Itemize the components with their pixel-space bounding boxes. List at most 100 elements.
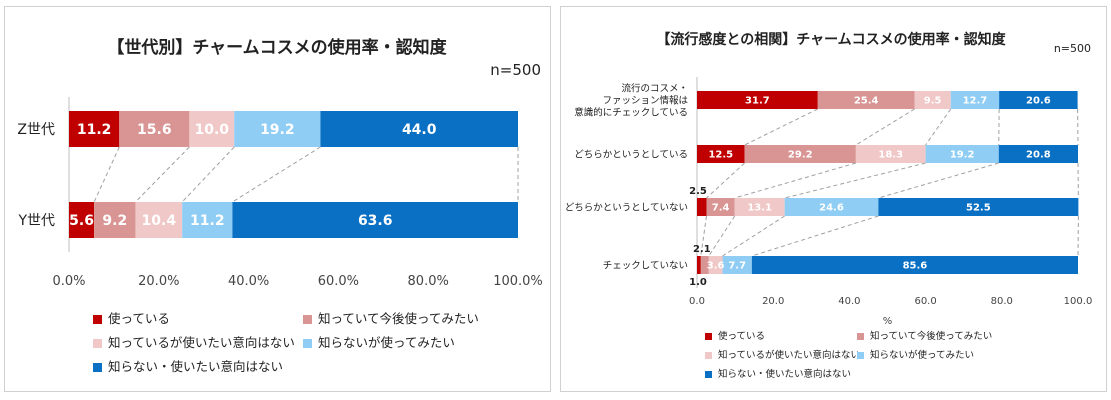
legend-swatch [93, 315, 102, 324]
data-label: 20.6 [1026, 96, 1051, 107]
x-tick-label: 100.0% [493, 274, 543, 289]
bar-segment-4-cat-2 [878, 198, 1079, 216]
category-label: どちらかというとしていない [565, 202, 688, 213]
bar-segment-1-cat-0 [817, 91, 915, 109]
bar-segment-0-cat-0 [69, 111, 120, 147]
bar-segment-2-cat-1 [855, 145, 926, 163]
x-tick-label: 0.0 [689, 296, 705, 307]
legend-label: 知っているが使いたい意向はない [108, 335, 295, 350]
legend-label: 使っている [718, 330, 765, 342]
x-tick-label: 60.0 [914, 296, 936, 307]
data-label: 1.0 [689, 277, 707, 288]
x-tick-label: 80.0% [408, 274, 449, 289]
legend-label: 知らない・使いたい意向はない [108, 359, 283, 374]
x-tick-label: 100.0 [1064, 296, 1093, 307]
x-tick-label: 60.0% [318, 274, 359, 289]
data-label: 11.2 [190, 213, 225, 229]
connector-line [722, 215, 785, 257]
bar-segment-3-cat-0 [234, 111, 321, 147]
x-tick-label: 40.0% [228, 274, 269, 289]
data-label: 19.2 [260, 122, 295, 138]
legend-swatch [705, 333, 712, 340]
connector-line [855, 108, 915, 146]
bar-segment-4-cat-1 [232, 202, 518, 238]
connector-line [181, 146, 235, 203]
data-label: 29.2 [788, 150, 813, 161]
bar-segment-2-cat-0 [189, 111, 235, 147]
data-label: 12.5 [708, 150, 733, 161]
bar-segment-1-cat-1 [744, 145, 856, 163]
data-label: 9.2 [102, 213, 127, 229]
legend-label: 知らない・使いたい意向はない [718, 368, 851, 380]
bar-segment-1-cat-3 [700, 256, 709, 274]
x-axis-label: % [883, 316, 893, 327]
connector-line [925, 108, 952, 146]
legend-swatch [93, 363, 102, 372]
bar-segment-0-cat-0 [697, 91, 818, 109]
legend-label: 知っていて今後使ってみたい [318, 311, 479, 326]
data-label: 15.6 [137, 122, 172, 138]
legend-swatch [857, 352, 864, 359]
legend-label: 知らないが使ってみたい [870, 349, 974, 361]
connector-line [878, 162, 999, 199]
bar-segment-0-cat-2 [697, 198, 707, 216]
bar-segment-4-cat-0 [320, 111, 518, 147]
data-label: 13.1 [747, 203, 772, 214]
bar-segment-2-cat-0 [914, 91, 951, 109]
bar-segment-3-cat-1 [925, 145, 999, 163]
connector-line [744, 108, 818, 146]
bar-segment-0-cat-3 [697, 256, 701, 274]
data-label: 3.6 [707, 261, 725, 272]
legend-swatch [857, 333, 864, 340]
chart-generation-svg: 【世代別】チャームコスメの使用率・認知度 n=500 Z世代 Y世代 11.2 15.6 1… [17, 37, 543, 374]
bar-segment-1-cat-1 [94, 202, 136, 238]
x-tick-label: 80.0 [991, 296, 1013, 307]
connector-line [93, 146, 120, 203]
data-label: 2.1 [693, 244, 711, 255]
connector-line [751, 215, 879, 257]
connector-line [708, 215, 736, 257]
chart-panel-generation: 【世代別】チャームコスメの使用率・認知度 n=500 Z世代 Y世代 11.2 15.6 1… [4, 6, 551, 392]
data-label: 2.5 [689, 186, 707, 197]
connector-line [706, 162, 745, 199]
data-label: 44.0 [402, 122, 437, 138]
bar-segment-4-cat-0 [999, 91, 1078, 109]
chart-trend-svg: 【流行感度との相関】チャームコスメの使用率・認知度 n=500 流行のコスメ・ファッ… [565, 31, 1093, 380]
data-label: 31.7 [745, 96, 770, 107]
data-label: 52.5 [966, 203, 991, 214]
category-label: どちらかというとしている [574, 149, 688, 160]
legend-label: 知っていて今後使ってみたい [870, 330, 992, 342]
connector-line [135, 146, 190, 203]
legend-swatch [303, 339, 312, 348]
data-label: 10.4 [142, 213, 177, 229]
bar-segment-3-cat-3 [722, 256, 752, 274]
category-label: 意識的にチェックしている [574, 106, 688, 118]
legend-swatch [303, 315, 312, 324]
data-label: 85.6 [903, 261, 928, 272]
bar-segment-1-cat-0 [119, 111, 190, 147]
chart-title: 【流行感度との相関】チャームコスメの使用率・認知度 [656, 31, 1006, 48]
category-label: ファッション情報は [602, 94, 688, 106]
data-label: 63.6 [358, 213, 393, 229]
data-label: 18.3 [878, 150, 903, 161]
legend-swatch [705, 352, 712, 359]
data-label: 24.6 [819, 203, 844, 214]
sample-size-note: n=500 [490, 61, 541, 79]
bar-segment-0-cat-1 [69, 202, 95, 238]
connector-line [232, 146, 321, 203]
bar-segment-2-cat-2 [734, 198, 785, 216]
chart-panel-trend: 【流行感度との相関】チャームコスメの使用率・認知度 n=500 流行のコスメ・ ファッ… [560, 6, 1107, 392]
bar-segment-0-cat-1 [697, 145, 745, 163]
x-tick-label: 20.0 [762, 296, 784, 307]
data-label: 25.4 [854, 96, 879, 107]
category-label: チェックしていない [603, 260, 688, 271]
connector-line [734, 162, 857, 199]
bar-segment-3-cat-1 [182, 202, 233, 238]
bar-segment-4-cat-3 [751, 256, 1078, 274]
chart-title: 【世代別】チャームコスメの使用率・認知度 [107, 37, 447, 58]
data-label: 9.5 [924, 96, 942, 107]
legend-label: 知らないが使ってみたい [318, 335, 455, 350]
data-label: 7.4 [712, 203, 730, 214]
x-tick-label: 20.0% [138, 274, 179, 289]
bar-segment-3-cat-2 [784, 198, 879, 216]
